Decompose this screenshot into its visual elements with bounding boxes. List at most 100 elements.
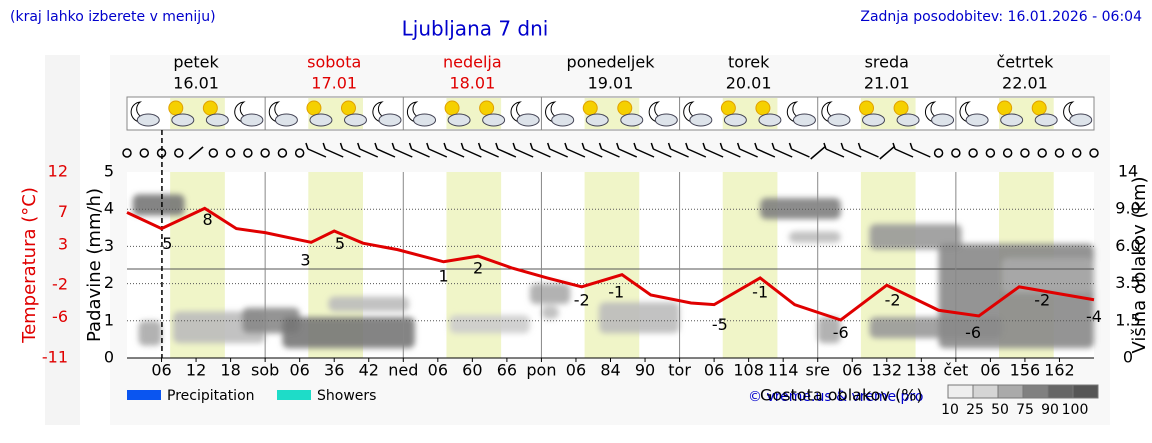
temp-tick-label: 3: [58, 234, 68, 253]
day-name: petek: [173, 53, 219, 72]
x-tick-label: 156: [1010, 361, 1041, 380]
cloud: [689, 113, 713, 127]
density-tick-label: 25: [966, 402, 984, 418]
y2-tick-label: 1.5: [1115, 310, 1140, 329]
wind-barb: [581, 142, 603, 158]
cloud: [1000, 113, 1024, 127]
day-name: ponedeljek: [567, 53, 656, 72]
wind-barb: [667, 142, 689, 158]
cloud-layer: [132, 194, 1094, 349]
weather-icon: [202, 100, 229, 127]
cloud-patch: [760, 198, 841, 220]
y2-tick-label: 14: [1118, 162, 1138, 181]
menu-note: (kraj lahko izberete v meniju): [10, 9, 216, 25]
temp-value-label: 8: [202, 210, 212, 229]
wind-barb: [512, 142, 534, 158]
wind-barb: [909, 142, 931, 158]
wind-barb: [598, 142, 620, 158]
temp-value-label: 5: [335, 234, 345, 253]
calm-wind: [1037, 148, 1047, 158]
cloud-patch: [138, 320, 162, 346]
calm-wind: [1020, 148, 1030, 158]
cloud: [413, 113, 437, 127]
x-tick-label: 132: [872, 361, 903, 380]
weather-icon: [1031, 100, 1058, 127]
x-tick-label: 06: [842, 361, 862, 380]
x-tick-label: 06: [289, 361, 309, 380]
cloud: [896, 113, 920, 127]
x-tick-label: 60: [462, 361, 482, 380]
density-swatch: [1022, 384, 1049, 399]
wind-barb: [564, 142, 586, 158]
x-tick-label: 06: [980, 361, 1000, 380]
density-tick-label: 90: [1041, 402, 1059, 418]
cloud-patch: [788, 231, 841, 243]
day-name: sobota: [307, 53, 361, 72]
cloud: [274, 113, 298, 127]
x-tick-label: 42: [359, 361, 379, 380]
wind-barb: [322, 142, 344, 158]
temp-value-label: -4: [1086, 307, 1102, 326]
cloud-patch: [598, 302, 680, 334]
cloud: [551, 113, 575, 127]
calm-wind: [225, 148, 236, 158]
weather-icon: [340, 100, 367, 127]
sun: [479, 100, 495, 116]
chart-title: Ljubljana 7 dni: [402, 17, 549, 41]
y2-axis-title: Višina oblakov (km): [1129, 176, 1150, 353]
cloud-patch: [817, 317, 841, 344]
sun: [997, 100, 1013, 116]
cloud: [1034, 113, 1058, 127]
wind-barb: [840, 142, 862, 158]
wind-barb: [443, 142, 465, 158]
wind-barb: [339, 142, 361, 158]
sun: [582, 100, 598, 116]
day-date: 21.01: [864, 74, 910, 93]
weather-icon: [130, 101, 160, 127]
density-swatch: [1072, 384, 1099, 399]
cloud: [827, 113, 851, 127]
weather-icon: [406, 101, 437, 127]
weather-icon: [1063, 101, 1093, 127]
density-swatch: [1047, 384, 1074, 399]
cloud-patch: [529, 283, 571, 305]
wind-barb: [736, 142, 758, 158]
cloud: [343, 113, 367, 127]
density-title: Gostota oblakov (%): [760, 386, 923, 405]
wind-barb: [616, 142, 638, 158]
weather-icon: [479, 100, 506, 127]
cloud: [758, 113, 782, 127]
density-swatch: [947, 384, 974, 399]
x-tick-label: ned: [388, 361, 418, 380]
cloud: [171, 113, 195, 127]
y2-tick-label: 0: [1123, 348, 1133, 367]
x-tick-label: 06: [428, 361, 448, 380]
cloud: [447, 113, 471, 127]
temp-value-label: 1: [438, 266, 448, 285]
cloud: [205, 113, 229, 127]
wind-barb: [391, 142, 413, 158]
sun: [444, 100, 460, 116]
density-swatch: [972, 384, 999, 399]
calm-wind: [1071, 148, 1082, 158]
temp-tick-label: -11: [42, 348, 68, 367]
calm-wind: [243, 148, 253, 158]
cloud: [620, 113, 644, 127]
cloud: [516, 113, 540, 127]
x-tick-label: 114: [768, 361, 799, 380]
y-tick-label: 1: [104, 310, 114, 329]
cloud: [931, 113, 955, 127]
calm-wind: [122, 148, 132, 158]
sun: [306, 100, 322, 116]
temp-tick-label: -2: [52, 275, 68, 294]
temp-tick-label: -6: [52, 307, 68, 326]
x-tick-label: 90: [635, 361, 655, 380]
weather-icon: [924, 101, 955, 127]
weather-icon: [582, 100, 609, 127]
temp-value-label: 3: [300, 250, 310, 269]
wind-barb: [857, 142, 879, 158]
wind-barb: [426, 142, 448, 158]
weather-icon: [755, 100, 782, 127]
calm-wind: [1002, 148, 1013, 158]
y2-tick-label: 6.0: [1115, 236, 1140, 255]
